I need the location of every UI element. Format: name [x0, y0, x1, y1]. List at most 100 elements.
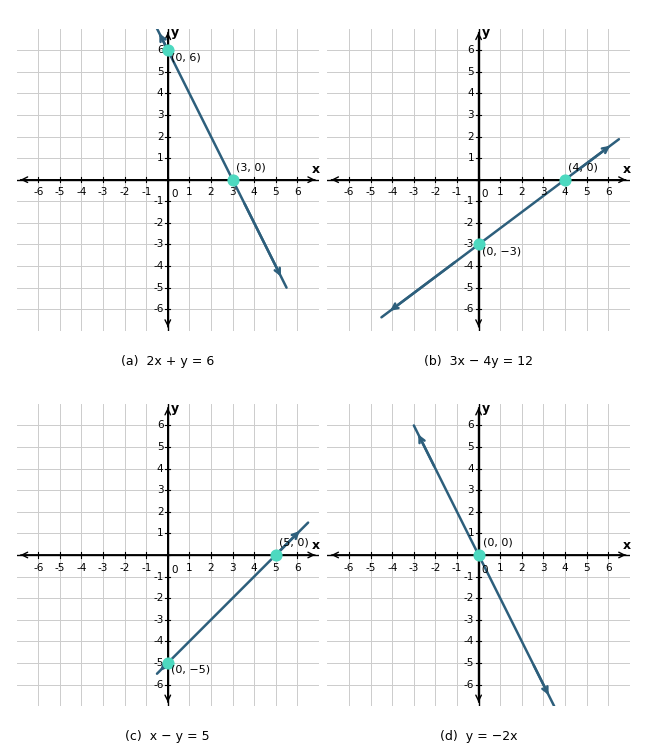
- Text: 6: 6: [294, 187, 301, 197]
- Text: 1: 1: [157, 153, 163, 163]
- Text: (b)  3x − 4y = 12: (b) 3x − 4y = 12: [424, 355, 533, 368]
- Text: -2: -2: [464, 593, 474, 603]
- Text: 6: 6: [294, 562, 301, 572]
- Text: -3: -3: [464, 615, 474, 625]
- Text: -1: -1: [153, 196, 163, 206]
- Text: 4: 4: [562, 562, 568, 572]
- Text: -2: -2: [153, 593, 163, 603]
- Text: 5: 5: [468, 442, 474, 452]
- Text: 5: 5: [272, 187, 279, 197]
- Text: -1: -1: [452, 187, 462, 197]
- Text: 0: 0: [171, 189, 178, 199]
- Text: 0: 0: [482, 565, 489, 574]
- Text: -2: -2: [430, 187, 441, 197]
- Text: -3: -3: [98, 187, 108, 197]
- Text: 6: 6: [157, 420, 163, 431]
- Text: 1: 1: [468, 153, 474, 163]
- Text: -2: -2: [153, 218, 163, 228]
- Text: 4: 4: [251, 562, 257, 572]
- Text: (3, 0): (3, 0): [236, 162, 266, 172]
- Text: 6: 6: [605, 562, 612, 572]
- Text: -6: -6: [153, 679, 163, 690]
- Text: 2: 2: [518, 562, 525, 572]
- Text: 3: 3: [468, 110, 474, 120]
- Text: 3: 3: [157, 110, 163, 120]
- Text: -4: -4: [153, 637, 163, 646]
- Text: -2: -2: [430, 562, 441, 572]
- Text: (0, 0): (0, 0): [483, 538, 513, 548]
- Text: -5: -5: [54, 562, 65, 572]
- Text: -4: -4: [76, 562, 87, 572]
- Text: x: x: [312, 539, 319, 552]
- Text: -3: -3: [153, 615, 163, 625]
- Text: -1: -1: [141, 187, 152, 197]
- Text: -6: -6: [33, 562, 43, 572]
- Text: -1: -1: [141, 562, 152, 572]
- Text: -6: -6: [464, 679, 474, 690]
- Point: [474, 549, 484, 561]
- Text: -3: -3: [153, 240, 163, 249]
- Text: -4: -4: [153, 261, 163, 271]
- Text: 4: 4: [251, 187, 257, 197]
- Text: -1: -1: [464, 571, 474, 581]
- Point: [474, 238, 484, 250]
- Text: (c)  x − y = 5: (c) x − y = 5: [126, 730, 210, 743]
- Text: -2: -2: [119, 187, 130, 197]
- Text: 3: 3: [468, 485, 474, 495]
- Text: y: y: [171, 401, 179, 415]
- Text: -4: -4: [464, 261, 474, 271]
- Text: -5: -5: [464, 282, 474, 293]
- Text: 6: 6: [468, 45, 474, 55]
- Text: 6: 6: [468, 420, 474, 431]
- Text: (4, 0): (4, 0): [568, 162, 598, 172]
- Text: -4: -4: [387, 562, 397, 572]
- Text: -6: -6: [464, 304, 474, 315]
- Text: y: y: [482, 26, 491, 40]
- Text: -3: -3: [464, 240, 474, 249]
- Text: 2: 2: [468, 507, 474, 517]
- Text: -5: -5: [365, 187, 376, 197]
- Text: 1: 1: [468, 528, 474, 539]
- Text: 5: 5: [583, 562, 590, 572]
- Text: -5: -5: [365, 562, 376, 572]
- Text: y: y: [171, 26, 179, 40]
- Text: -5: -5: [54, 187, 65, 197]
- Text: (0, −5): (0, −5): [171, 665, 210, 675]
- Text: 0: 0: [171, 565, 178, 574]
- Text: (0, −3): (0, −3): [482, 246, 521, 256]
- Text: -6: -6: [344, 187, 354, 197]
- Text: 3: 3: [229, 562, 236, 572]
- Text: 4: 4: [468, 88, 474, 98]
- Text: -5: -5: [153, 282, 163, 293]
- Text: 2: 2: [207, 562, 214, 572]
- Text: (5, 0): (5, 0): [279, 538, 308, 548]
- Text: -6: -6: [344, 562, 354, 572]
- Text: -2: -2: [464, 218, 474, 228]
- Text: y: y: [482, 401, 491, 415]
- Text: -3: -3: [98, 562, 108, 572]
- Text: 5: 5: [157, 442, 163, 452]
- Text: x: x: [312, 163, 319, 177]
- Text: -5: -5: [153, 658, 163, 668]
- Text: (d)  y = −2x: (d) y = −2x: [440, 730, 517, 743]
- Text: 6: 6: [157, 45, 163, 55]
- Text: (a)  2x + y = 6: (a) 2x + y = 6: [121, 355, 214, 368]
- Text: 4: 4: [157, 464, 163, 473]
- Text: 3: 3: [540, 187, 547, 197]
- Text: 3: 3: [229, 187, 236, 197]
- Text: 1: 1: [157, 528, 163, 539]
- Text: 2: 2: [518, 187, 525, 197]
- Text: (0, 6): (0, 6): [171, 52, 201, 62]
- Text: 1: 1: [497, 187, 503, 197]
- Text: -1: -1: [452, 562, 462, 572]
- Text: 1: 1: [497, 562, 503, 572]
- Text: -4: -4: [387, 187, 397, 197]
- Text: 4: 4: [562, 187, 568, 197]
- Text: -6: -6: [153, 304, 163, 315]
- Text: -1: -1: [464, 196, 474, 206]
- Text: -5: -5: [464, 658, 474, 668]
- Point: [163, 657, 173, 669]
- Text: 5: 5: [157, 67, 163, 76]
- Text: -4: -4: [464, 637, 474, 646]
- Text: 4: 4: [468, 464, 474, 473]
